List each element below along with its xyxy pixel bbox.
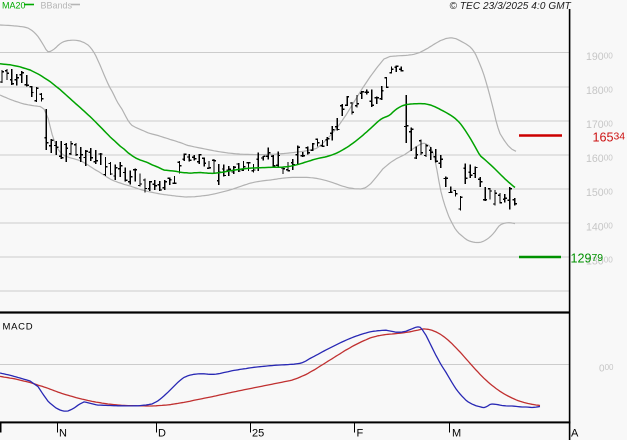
svg-text:25: 25: [252, 428, 264, 440]
svg-text:17000: 17000: [586, 119, 613, 131]
svg-text:000: 000: [599, 363, 614, 375]
svg-text:BBands: BBands: [41, 0, 73, 10]
svg-text:15000: 15000: [586, 187, 613, 199]
svg-text:A: A: [571, 428, 579, 440]
svg-text:© TEC 23/3/2025 4:0 GMT: © TEC 23/3/2025 4:0 GMT: [450, 1, 572, 12]
svg-text:D: D: [158, 428, 166, 440]
svg-text:MA20: MA20: [2, 0, 26, 10]
svg-text:F: F: [357, 428, 364, 440]
svg-text:16534: 16534: [593, 130, 626, 144]
svg-text:MACD: MACD: [3, 321, 34, 332]
svg-text:12979: 12979: [571, 252, 604, 266]
svg-text:14000: 14000: [586, 221, 613, 233]
svg-text:N: N: [59, 428, 67, 440]
svg-text:18000: 18000: [586, 85, 613, 97]
svg-text:16000: 16000: [586, 153, 613, 165]
svg-text:M: M: [452, 428, 461, 440]
svg-text:13000: 13000: [586, 255, 613, 267]
svg-text:19000: 19000: [586, 51, 613, 63]
